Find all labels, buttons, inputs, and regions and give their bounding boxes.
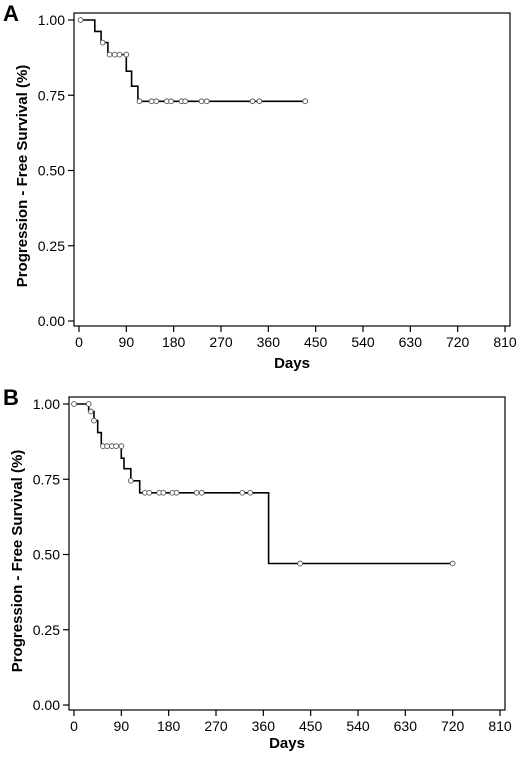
panel-b-censor-mark xyxy=(71,401,77,407)
panel-a-censor-mark xyxy=(111,51,118,58)
panel-a: A Progression - Free Survival (%) Days 0… xyxy=(3,1,517,372)
panel-a-x-tick-label: 630 xyxy=(399,334,423,350)
panel-a-censor-mark xyxy=(99,39,106,46)
panel-a-x-tick-label: 270 xyxy=(209,334,233,350)
panel-a-censor-mark xyxy=(116,51,123,58)
panel-a-censor-mark xyxy=(77,17,84,23)
panel-a-label: A xyxy=(3,1,19,26)
panel-b-censor-mark xyxy=(193,489,200,496)
panel-a-censor-mark xyxy=(123,51,130,58)
panel-b: B Progression - Free Survival (%) Days 0… xyxy=(3,385,512,752)
panel-b-censor-mark xyxy=(239,489,246,496)
panel-a-censor-mark xyxy=(168,98,174,105)
panel-a-x-tick-label: 90 xyxy=(119,334,135,350)
panel-b-y-tick-label: 0.25 xyxy=(33,622,60,638)
panel-b-ticks: 0 90 180 270 360 450 540 630 720 810 0.00 0.25 0.50 0… xyxy=(33,396,512,734)
panel-b-censor-mark xyxy=(449,560,456,567)
panel-a-censor-mark xyxy=(256,98,263,105)
panel-b-censor-mark xyxy=(85,401,92,407)
panel-b-censor-mark xyxy=(113,443,119,449)
panel-b-x-tick-label: 720 xyxy=(441,718,465,734)
panel-a-x-tick-label: 540 xyxy=(351,334,375,350)
panel-b-censor-mark xyxy=(118,443,125,449)
panel-b-x-tick-label: 450 xyxy=(299,718,323,734)
panel-a-plot-frame xyxy=(73,12,511,327)
panel-a-censor-mark xyxy=(249,98,256,105)
panel-b-x-tick-label: 270 xyxy=(204,718,228,734)
panel-a-censor-mark xyxy=(106,51,113,58)
panel-b-survival-curve xyxy=(74,403,453,565)
panel-a-censor-mark xyxy=(198,98,205,105)
panel-b-label: B xyxy=(3,385,19,410)
panel-a-censor-mark xyxy=(148,98,155,105)
panel-a-y-tick-label: 1.00 xyxy=(38,12,65,28)
panel-b-censor-marks xyxy=(71,401,456,567)
panel-b-y-tick-label: 0.00 xyxy=(33,697,60,713)
panel-a-x-tick-label: 810 xyxy=(493,334,517,350)
panel-b-x-axis-title: Days xyxy=(269,735,305,752)
panel-a-censor-marks xyxy=(77,17,308,105)
panel-b-censor-mark xyxy=(160,489,167,496)
panel-b-y-tick-label: 0.50 xyxy=(33,547,60,563)
panel-b-censor-mark xyxy=(247,489,254,496)
panel-a-y-tick-label: 0.00 xyxy=(38,313,65,329)
panel-b-y-axis-title: Progression - Free Survival (%) xyxy=(9,450,26,673)
panel-b-y-tick-label: 1.00 xyxy=(33,396,60,412)
panel-b-x-tick-label: 90 xyxy=(114,718,130,734)
panel-b-x-tick-label: 360 xyxy=(252,718,276,734)
panel-b-censor-mark xyxy=(127,477,134,484)
panel-b-x-tick-label: 0 xyxy=(70,718,78,734)
panel-b-censor-mark xyxy=(173,489,180,496)
panel-a-censor-mark xyxy=(136,98,143,105)
panel-a-censor-mark xyxy=(153,98,160,105)
panel-a-x-tick-label: 360 xyxy=(257,334,281,350)
panel-a-y-tick-label: 0.25 xyxy=(38,238,65,254)
panel-b-censor-mark xyxy=(198,489,205,496)
panel-a-survival-curve xyxy=(79,19,306,103)
panel-b-x-tick-label: 810 xyxy=(488,718,512,734)
panel-b-censor-mark xyxy=(146,489,153,496)
panel-b-censor-mark xyxy=(87,408,94,415)
panel-a-x-tick-label: 180 xyxy=(162,334,186,350)
panel-b-x-tick-label: 180 xyxy=(157,718,181,734)
panel-b-censor-mark xyxy=(91,417,97,424)
panel-a-x-axis-title: Days xyxy=(274,355,310,372)
panel-a-y-tick-label: 0.50 xyxy=(38,163,65,179)
panel-b-x-tick-label: 630 xyxy=(394,718,418,734)
panel-a-x-tick-label: 450 xyxy=(304,334,328,350)
panel-a-x-tick-label: 0 xyxy=(75,334,83,350)
panel-a-ticks: 0 90 180 270 360 450 540 630 720 810 0.00 0.25 0.50 0… xyxy=(38,12,517,350)
panel-b-censor-mark xyxy=(297,560,303,567)
panel-a-y-axis-title: Progression - Free Survival (%) xyxy=(14,65,31,288)
panel-b-censor-mark xyxy=(104,443,110,449)
panel-a-censor-mark xyxy=(182,98,189,105)
panel-b-y-tick-label: 0.75 xyxy=(33,471,60,487)
panel-a-censor-mark xyxy=(203,98,210,105)
panel-a-x-tick-label: 720 xyxy=(446,334,470,350)
panel-b-plot-frame xyxy=(68,396,506,711)
panel-a-censor-mark xyxy=(302,98,308,105)
panel-b-x-tick-label: 540 xyxy=(346,718,370,734)
panel-a-y-tick-label: 0.75 xyxy=(38,87,65,103)
